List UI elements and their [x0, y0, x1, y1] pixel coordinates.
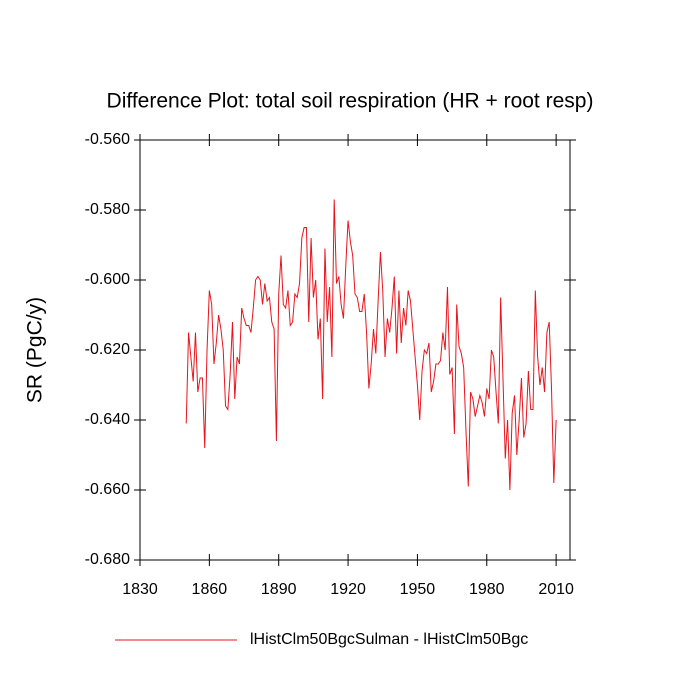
legend-label: lHistClm50BgcSulman - lHistClm50Bgc	[250, 631, 528, 648]
y-tick-label: -0.580	[85, 201, 130, 218]
x-tick-label: 2010	[538, 581, 574, 598]
chart-title: Difference Plot: total soil respiration …	[107, 90, 594, 113]
y-tick-label: -0.660	[85, 481, 130, 498]
y-tick-label: -0.680	[85, 551, 130, 568]
data-line	[185, 199, 557, 491]
y-tick-label: -0.640	[85, 411, 130, 428]
plot-frame	[139, 139, 571, 561]
y-tick-label: -0.560	[85, 131, 130, 148]
y-tick-label: -0.620	[85, 341, 130, 358]
x-tick-label: 1950	[400, 581, 436, 598]
x-tick-label: 1830	[122, 581, 158, 598]
y-tick-label: -0.600	[85, 271, 130, 288]
y-axis-label: SR (PgC/y)	[24, 297, 47, 403]
x-tick-label: 1890	[261, 581, 297, 598]
x-tick-label: 1920	[330, 581, 366, 598]
x-tick-label: 1980	[469, 581, 505, 598]
x-tick-label: 1860	[192, 581, 228, 598]
